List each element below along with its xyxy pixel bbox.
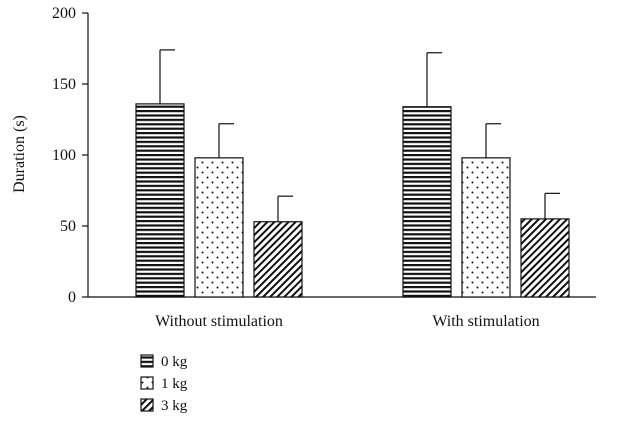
legend-swatch [140,398,154,412]
bar-0kg-0 [135,103,185,298]
legend-label: 1 kg [161,376,188,392]
bar-3kg-0 [253,221,303,298]
y-ticks: 0 50 100 150 200 [52,5,88,306]
legend-swatch [140,376,154,390]
x-category-label: Without stimulation [155,313,283,330]
legend: 0 kg 1 kg 3 kg [140,354,188,414]
y-tick-label: 200 [52,5,76,22]
x-category-label: With stimulation [432,313,539,330]
bar-series [135,49,570,298]
y-axis-title: Duration (s) [11,115,28,193]
bar-1kg-1 [461,157,511,298]
legend-label: 0 kg [161,354,188,370]
y-tick-label: 150 [52,76,76,93]
y-tick-label: 0 [68,289,76,306]
legend-swatch [140,354,154,368]
legend-label: 3 kg [161,398,188,414]
bar-0kg-1 [402,106,452,298]
y-tick-label: 50 [60,218,76,235]
bar-1kg-0 [194,157,244,298]
x-tick-labels: Without stimulation With stimulation [155,313,540,330]
bar-3kg-1 [520,218,570,298]
y-tick-label: 100 [52,147,76,164]
